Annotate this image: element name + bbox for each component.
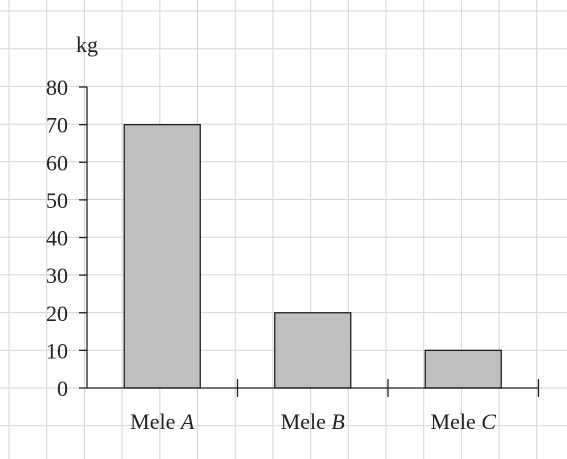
bar-b: [274, 312, 352, 389]
y-tick-label: 20: [46, 301, 68, 326]
y-tick-label: 70: [46, 113, 68, 138]
y-axis-unit-label: kg: [76, 32, 98, 57]
x-category-label: Mele B: [281, 409, 345, 434]
y-tick-label: 50: [46, 188, 68, 213]
y-tick-label: 30: [46, 263, 68, 288]
y-tick-label: 40: [46, 226, 68, 251]
y-tick-label: 10: [46, 338, 68, 363]
bar-a: [123, 123, 201, 389]
y-tick-label: 0: [57, 376, 68, 401]
y-tick-label: 60: [46, 150, 68, 175]
y-ticks: 0 10 20 30 40 50 60 70 80: [46, 75, 87, 401]
y-tick-label: 80: [46, 75, 68, 100]
bar-c: [424, 349, 502, 389]
x-labels: Mele A Mele B Mele C: [130, 409, 496, 434]
x-category-label: Mele C: [431, 409, 497, 434]
bars: [123, 123, 502, 389]
x-category-label: Mele A: [130, 409, 195, 434]
